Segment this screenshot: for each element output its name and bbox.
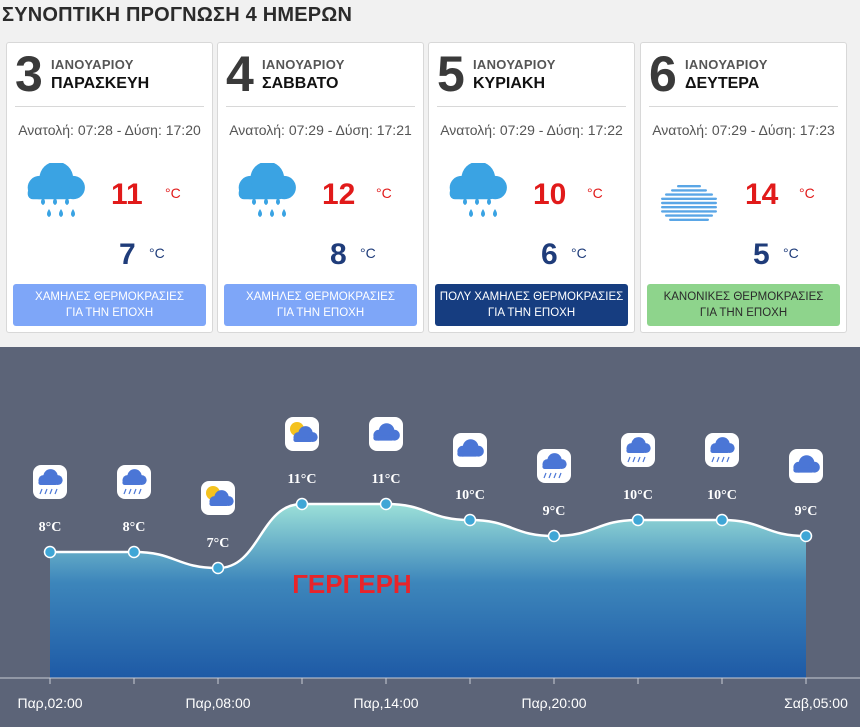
temperature-line (50, 502, 807, 570)
rain-cloud-icon (537, 449, 571, 483)
max-temp-unit: °C (165, 185, 181, 201)
sun-cloud-icon (201, 481, 235, 515)
temperature-badge: ΧΑΜΗΛΕΣ ΘΕΡΜΟΚΡΑΣΙΕΣ ΓΙΑ ΤΗΝ ΕΠΟΧΗ (224, 284, 417, 326)
divider (226, 106, 415, 107)
rain-cloud-icon (33, 465, 67, 499)
min-temp-unit: °C (360, 245, 376, 261)
forecast-card: 4 ΙΑΝΟΥΑΡΙΟΥ ΣΑΒΒΑΤΟ Ανατολή: 07:29 - Δύ… (217, 42, 424, 333)
data-point (295, 497, 309, 511)
badge-line1: ΠΟΛΥ ΧΑΜΗΛΕΣ ΘΕΡΜΟΚΡΑΣΙΕΣ (439, 291, 624, 303)
min-temp: 8 (330, 238, 347, 271)
temperature-badge: ΧΑΜΗΛΕΣ ΘΕΡΜΟΚΡΑΣΙΕΣ ΓΙΑ ΤΗΝ ΕΠΟΧΗ (13, 284, 206, 326)
max-temp-unit: °C (587, 185, 603, 201)
badge-line1: ΚΑΝΟΝΙΚΕΣ ΘΕΡΜΟΚΡΑΣΙΕΣ (663, 291, 824, 303)
max-temp-unit: °C (799, 185, 815, 201)
data-point (547, 529, 561, 543)
data-point (463, 513, 477, 527)
hourly-chart: Παρ,02:00 Παρ,08:00 Παρ,14:00 Παρ,20:00 Σαβ,… (0, 347, 860, 727)
day-name: ΠΑΡΑΣΚΕΥΗ (51, 75, 150, 92)
x-tick-label: Παρ,20:00 (521, 695, 586, 711)
sunrise-sunset: Ανατολή: 07:29 - Δύση: 17:22 (440, 122, 623, 138)
page-title: ΣΥΝΟΠΤΙΚΗ ΠΡΟΓΝΩΣΗ 4 ΗΜΕΡΩΝ (2, 4, 353, 26)
temperature-badge: ΚΑΝΟΝΙΚΕΣ ΘΕΡΜΟΚΡΑΣΙΕΣ ΓΙΑ ΤΗΝ ΕΠΟΧΗ (647, 284, 840, 326)
day-number: 6 (649, 46, 677, 102)
x-tick-label: Παρ,02:00 (17, 695, 82, 711)
day-number: 5 (437, 46, 465, 102)
data-label: 10°C (623, 488, 653, 503)
data-label: 10°C (455, 488, 485, 503)
data-point (379, 497, 393, 511)
badge-line1: ΧΑΜΗΛΕΣ ΘΕΡΜΟΚΡΑΣΙΕΣ (35, 291, 184, 303)
badge-line2: ΓΙΑ ΤΗΝ ΕΠΟΧΗ (65, 307, 154, 319)
data-point (631, 513, 645, 527)
day-number: 4 (226, 46, 254, 102)
data-point (43, 545, 57, 559)
data-point (127, 545, 141, 559)
day-number: 3 (15, 46, 43, 102)
max-temp: 11 (111, 178, 143, 211)
data-label: 9°C (795, 504, 818, 519)
cloud-icon (369, 417, 403, 451)
cloud-icon (789, 449, 823, 483)
max-temp: 12 (322, 178, 356, 211)
x-tick-label: Παρ,08:00 (185, 695, 250, 711)
max-temp: 10 (533, 178, 567, 211)
temperature-area (50, 504, 806, 678)
divider (437, 106, 626, 107)
badge-line1: ΧΑΜΗΛΕΣ ΘΕΡΜΟΚΡΑΣΙΕΣ (246, 291, 395, 303)
day-name: ΔΕΥΤΕΡΑ (685, 75, 760, 92)
data-label: 7°C (207, 536, 230, 551)
min-temp: 6 (541, 238, 558, 271)
sun-cloud-icon (285, 417, 319, 451)
month-label: ΙΑΝΟΥΑΡΙΟΥ (51, 57, 134, 72)
data-label: 11°C (288, 472, 317, 487)
forecast-card: 5 ΙΑΝΟΥΑΡΙΟΥ ΚΥΡΙΑΚΗ Ανατολή: 07:29 - Δύ… (428, 42, 635, 333)
x-tick-label: Παρ,14:00 (353, 695, 418, 711)
rain-cloud-icon (621, 433, 655, 467)
min-temp: 5 (753, 238, 770, 271)
month-label: ΙΑΝΟΥΑΡΙΟΥ (262, 57, 345, 72)
sunrise-sunset: Ανατολή: 07:28 - Δύση: 17:20 (18, 122, 201, 138)
rain-cloud-icon (705, 433, 739, 467)
data-label: 10°C (707, 488, 737, 503)
x-tick-label: Σαβ,05:00 (784, 695, 848, 711)
data-point (715, 513, 729, 527)
badge-line2: ΓΙΑ ΤΗΝ ΕΠΟΧΗ (276, 307, 365, 319)
rain-cloud-icon (25, 161, 85, 229)
forecast-card: 6 ΙΑΝΟΥΑΡΙΟΥ ΔΕΥΤΕΡΑ Ανατολή: 07:29 - Δύ… (640, 42, 847, 333)
day-name: ΚΥΡΙΑΚΗ (473, 75, 546, 92)
data-label: 9°C (543, 504, 566, 519)
divider (15, 106, 204, 107)
data-point (799, 529, 813, 543)
hourly-chart-svg: Παρ,02:00 Παρ,08:00 Παρ,14:00 Παρ,20:00 Σαβ,… (0, 417, 860, 711)
sunrise-sunset: Ανατολή: 07:29 - Δύση: 17:21 (229, 122, 412, 138)
min-temp-unit: °C (149, 245, 165, 261)
data-label: 11°C (372, 472, 401, 487)
divider (649, 106, 838, 107)
forecast-cards: 3 ΙΑΝΟΥΑΡΙΟΥ ΠΑΡΑΣΚΕΥΗ Ανατολή: 07:28 - … (0, 38, 860, 338)
rain-cloud-icon (117, 465, 151, 499)
cloud-icon (453, 433, 487, 467)
max-temp: 14 (745, 178, 779, 211)
badge-line2: ΓΙΑ ΤΗΝ ΕΠΟΧΗ (487, 307, 576, 319)
data-point (211, 561, 225, 575)
sunrise-sunset: Ανατολή: 07:29 - Δύση: 17:23 (652, 122, 835, 138)
fog-cloud-icon (659, 163, 719, 229)
day-name: ΣΑΒΒΑΤΟ (262, 75, 339, 92)
forecast-card: 3 ΙΑΝΟΥΑΡΙΟΥ ΠΑΡΑΣΚΕΥΗ Ανατολή: 07:28 - … (6, 42, 213, 333)
data-label: 8°C (123, 520, 146, 535)
chart-title: ΓΕΡΓΕΡΗ (292, 569, 411, 599)
data-label: 8°C (39, 520, 62, 535)
min-temp-unit: °C (783, 245, 799, 261)
min-temp-unit: °C (571, 245, 587, 261)
rain-cloud-icon (236, 161, 296, 229)
month-label: ΙΑΝΟΥΑΡΙΟΥ (473, 57, 556, 72)
badge-line2: ΓΙΑ ΤΗΝ ΕΠΟΧΗ (699, 307, 788, 319)
rain-cloud-icon (447, 161, 507, 229)
month-label: ΙΑΝΟΥΑΡΙΟΥ (685, 57, 768, 72)
min-temp: 7 (119, 238, 136, 271)
temperature-badge: ΠΟΛΥ ΧΑΜΗΛΕΣ ΘΕΡΜΟΚΡΑΣΙΕΣ ΓΙΑ ΤΗΝ ΕΠΟΧΗ (435, 284, 628, 326)
max-temp-unit: °C (376, 185, 392, 201)
